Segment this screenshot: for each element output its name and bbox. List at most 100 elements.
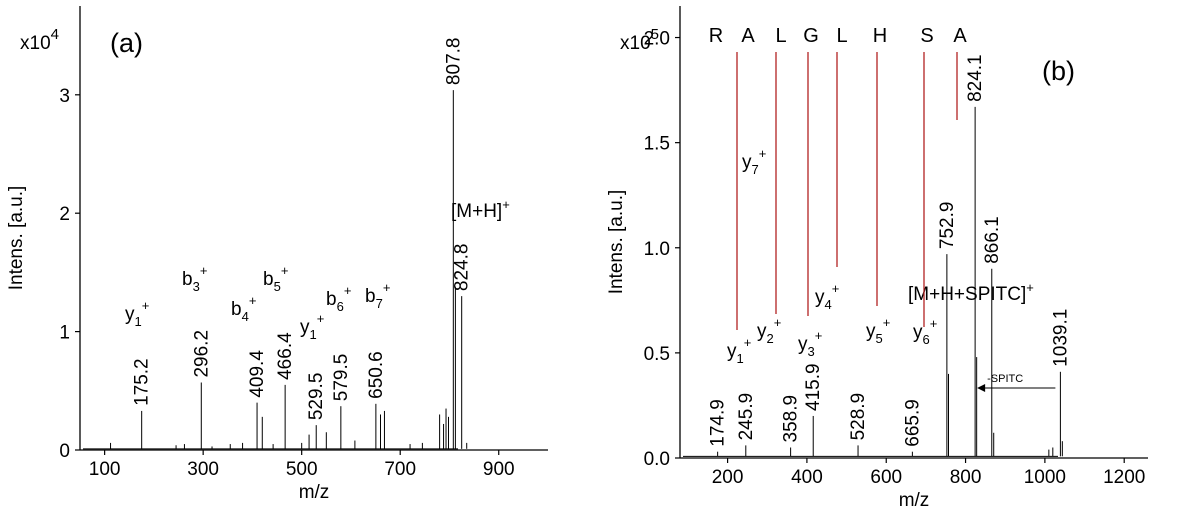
ion-subscript: 1: [135, 314, 142, 329]
ion-label: y1+: [727, 335, 751, 366]
peak-label: 528.9: [848, 393, 869, 441]
x-axis-label: m/z: [299, 482, 330, 503]
y-tick-label: 2: [59, 204, 70, 225]
ion-label: y3+: [798, 328, 822, 359]
sequence-residue: H: [873, 25, 887, 47]
ion-letter: b: [231, 299, 242, 320]
y-multiplier-base: x10: [620, 33, 651, 54]
ion-label: b7+: [365, 280, 390, 311]
ion-superscript: +: [383, 280, 391, 295]
ion-superscript: +: [344, 283, 352, 298]
peak-label: 409.4: [247, 350, 268, 398]
peak-label: 466.4: [275, 332, 296, 380]
ion-letter: y: [913, 322, 923, 343]
ion-label: b3+: [182, 263, 207, 294]
panel-label: (a): [110, 28, 143, 58]
ion-letter: [M+H+SPITC]: [908, 284, 1026, 305]
y-tick-label: 1.5: [644, 134, 670, 155]
x-tick-label: 1200: [1103, 467, 1145, 488]
y-multiplier-exponent: 5: [651, 26, 659, 43]
sequence-residue: L: [775, 25, 786, 47]
y-tick-label: 2.0: [644, 29, 670, 50]
ion-superscript: +: [759, 146, 767, 161]
peak-label: 174.9: [708, 399, 729, 447]
ion-letter: b: [263, 269, 274, 290]
ion-label: b6+: [326, 283, 351, 314]
y-multiplier-base: x10: [20, 33, 51, 54]
ion-superscript: +: [815, 328, 823, 343]
ion-subscript: 7: [376, 296, 383, 311]
peak-label: 415.9: [803, 363, 824, 411]
ion-superscript: +: [281, 263, 289, 278]
x-tick-label: 500: [286, 459, 318, 480]
sequence-residue: G: [803, 25, 819, 47]
ion-subscript: 1: [737, 351, 744, 366]
ion-subscript: 6: [337, 299, 344, 314]
ion-label: y2+: [757, 315, 781, 346]
ion-letter: b: [365, 286, 376, 307]
panel-b: 200 400 600 800 1000 1200 0.0 0.5 1.0 1.5 2.0 m/z In…: [606, 6, 1148, 511]
peak-label: 296.2: [191, 330, 212, 378]
ion-superscript: +: [200, 263, 208, 278]
ion-label: y4+: [815, 281, 839, 312]
ion-subscript: 3: [193, 279, 200, 294]
x-tick-label: 300: [187, 459, 219, 480]
y-axis-label: Intens. [a.u.]: [606, 190, 627, 295]
ion-label: [M+H]+: [451, 197, 510, 222]
x-tick-label: 1000: [1024, 467, 1066, 488]
y-multiplier: x104: [20, 26, 59, 54]
spitc-loss-label: -SPITC: [987, 373, 1023, 385]
ion-superscript: +: [317, 311, 325, 326]
peak-label: 824.1: [965, 54, 986, 102]
ion-label: b4+: [231, 293, 256, 324]
peak-label: 529.5: [306, 373, 327, 421]
x-tick-label: 400: [791, 467, 823, 488]
ion-letter: y: [815, 287, 825, 308]
ion-subscript: 2: [767, 331, 774, 346]
ion-label: y6+: [913, 316, 937, 347]
x-tick-label: 600: [870, 467, 902, 488]
ion-letter: b: [326, 289, 337, 310]
peak-label: 752.9: [937, 202, 958, 250]
peak-label: 665.9: [902, 399, 923, 447]
ion-subscript: 5: [274, 279, 281, 294]
ion-letter: y: [727, 341, 737, 362]
x-tick-label: 200: [712, 467, 744, 488]
y-tick-label: 0.5: [644, 344, 670, 365]
y-tick-label: 0.0: [644, 449, 670, 470]
ion-superscript: +: [1026, 280, 1034, 295]
y-multiplier: x105: [620, 26, 659, 54]
sequence-residue: L: [836, 25, 847, 47]
ion-superscript: +: [774, 315, 782, 330]
ion-label: y1+: [125, 298, 149, 329]
ion-letter: y: [125, 304, 135, 325]
x-tick-label: 900: [483, 459, 515, 480]
sequence-residue: S: [920, 25, 933, 47]
ion-superscript: +: [744, 335, 752, 350]
ion-letter: y: [866, 321, 876, 342]
ion-subscript: 5: [876, 331, 883, 346]
ion-superscript: +: [930, 316, 938, 331]
ion-label: [M+H+SPITC]+: [908, 280, 1034, 305]
peak-label: 807.8: [443, 38, 464, 86]
y-axis-label: Intens. [a.u.]: [6, 186, 27, 291]
sequence-residue: A: [741, 25, 755, 47]
x-tick-label: 100: [89, 459, 121, 480]
ion-letter: y: [757, 321, 767, 342]
y-tick-label: 3: [59, 86, 70, 107]
ion-superscript: +: [502, 197, 510, 212]
ion-letter: b: [182, 269, 193, 290]
peak-label: 175.2: [132, 358, 153, 406]
y-tick-label: 0: [59, 441, 70, 462]
peak-label: 579.5: [331, 354, 352, 402]
ion-subscript: 6: [923, 332, 930, 347]
peak-label: 358.9: [781, 395, 802, 443]
x-axis-label: m/z: [899, 490, 930, 511]
x-tick-label: 800: [950, 467, 982, 488]
ion-label: y7+: [742, 146, 766, 177]
peak-label: 866.1: [982, 216, 1003, 264]
y-multiplier-exponent: 4: [51, 26, 59, 43]
peak-label: 245.9: [736, 393, 757, 441]
sequence-residue: A: [953, 25, 967, 47]
